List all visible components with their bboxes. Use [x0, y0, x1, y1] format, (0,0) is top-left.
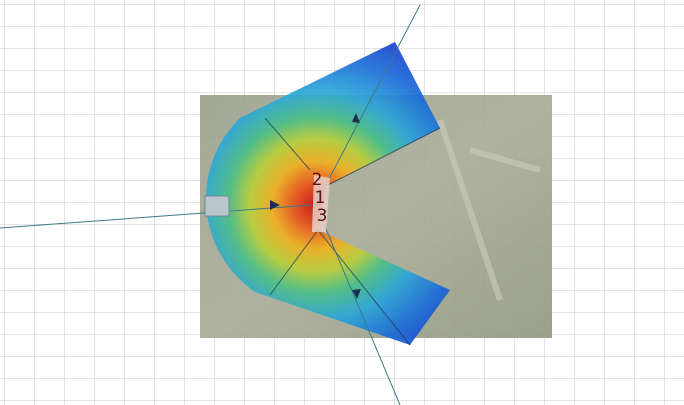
- aerial-feature: [437, 119, 541, 301]
- path-line: [317, 4, 421, 201]
- path-line: [0, 204, 313, 229]
- source-box: [204, 195, 230, 217]
- arrow: [352, 113, 360, 123]
- heatmap-zone: [205, 42, 450, 345]
- point-label: 1: [315, 188, 326, 208]
- origin-marker: [312, 175, 330, 232]
- point-label: 2: [312, 170, 323, 190]
- arrow: [270, 200, 280, 210]
- arrow: [352, 289, 361, 299]
- path-line: [317, 209, 401, 405]
- sector-lines: [264, 117, 441, 346]
- point-label: 3: [317, 206, 328, 226]
